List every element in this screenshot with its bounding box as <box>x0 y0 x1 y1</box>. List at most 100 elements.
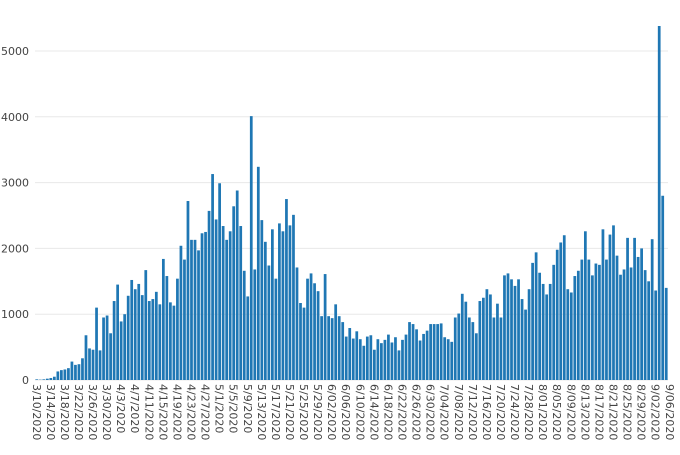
bar-day-88 <box>344 336 348 380</box>
bar-day-73 <box>292 214 295 380</box>
bar-day-156 <box>583 231 587 380</box>
bar-day-164 <box>612 225 615 380</box>
x-tick-label: 4/23/2020 <box>184 384 197 440</box>
bar-day-49 <box>207 210 211 380</box>
bar-day-165 <box>615 255 619 380</box>
bar-day-145 <box>545 294 549 380</box>
bar-day-80 <box>316 291 320 380</box>
x-tick-label: 6/10/2020 <box>353 384 366 440</box>
x-tick-label: 8/17/2020 <box>592 384 605 440</box>
bar-day-157 <box>587 259 591 380</box>
x-tick-label: 5/29/2020 <box>311 384 324 440</box>
bar-day-101 <box>390 342 394 380</box>
bar-day-2 <box>42 379 46 380</box>
bar-day-153 <box>573 276 577 380</box>
x-tick-label: 7/16/2020 <box>480 384 493 440</box>
bar-day-119 <box>453 317 457 380</box>
bar-day-9 <box>67 368 70 380</box>
bar-day-113 <box>432 324 436 380</box>
bar-day-84 <box>330 318 334 380</box>
bar-day-89 <box>348 328 352 380</box>
bar-day-68 <box>274 278 278 380</box>
bar-day-5 <box>52 376 56 380</box>
bar-day-27 <box>130 279 134 380</box>
bar-day-169 <box>629 267 633 380</box>
bar-day-154 <box>576 270 580 380</box>
bar-day-167 <box>622 269 626 380</box>
bar-day-48 <box>204 231 207 380</box>
bar-day-95 <box>369 335 373 380</box>
bar-day-36 <box>161 258 165 380</box>
bar-day-128 <box>485 289 489 380</box>
x-tick-label: 6/18/2020 <box>381 384 394 440</box>
bar-day-171 <box>636 256 640 380</box>
bar-day-146 <box>548 283 552 380</box>
bar-day-24 <box>119 321 123 380</box>
bar-day-121 <box>460 293 464 380</box>
x-tick-label: 8/05/2020 <box>550 384 563 440</box>
bar-day-41 <box>179 245 183 380</box>
bar-day-125 <box>474 333 478 380</box>
bar-day-22 <box>112 301 116 380</box>
bar-day-32 <box>147 301 151 380</box>
x-tick-label: 8/25/2020 <box>621 384 634 440</box>
bar-day-173 <box>643 270 647 380</box>
bar-day-155 <box>580 259 584 380</box>
bar-day-179 <box>664 287 668 380</box>
bar-day-99 <box>383 339 387 380</box>
bar-day-104 <box>401 339 404 380</box>
bar-day-124 <box>471 322 475 380</box>
bar-day-123 <box>467 317 471 380</box>
bar-day-144 <box>541 283 545 380</box>
bar-day-92 <box>358 339 362 380</box>
bar-day-137 <box>517 279 520 380</box>
x-tick-label: 4/15/2020 <box>156 384 169 440</box>
bar-day-129 <box>489 294 492 380</box>
bar-day-4 <box>49 378 53 380</box>
bar-day-76 <box>302 307 306 380</box>
x-tick-label: 5/25/2020 <box>297 384 310 440</box>
bar-day-115 <box>439 323 443 380</box>
bar-day-109 <box>418 340 422 380</box>
x-tick-label: 7/24/2020 <box>508 384 521 440</box>
bar-day-133 <box>503 275 506 380</box>
x-tick-label: 6/02/2020 <box>325 384 338 440</box>
bar-day-140 <box>527 289 531 380</box>
bar-day-28 <box>133 289 137 380</box>
bar-day-131 <box>496 303 499 380</box>
bar-day-65 <box>263 241 267 380</box>
bar-day-96 <box>372 349 376 380</box>
bar-day-103 <box>397 350 401 380</box>
bar-day-33 <box>151 299 155 380</box>
bar-day-57 <box>235 190 239 380</box>
bar-day-118 <box>450 341 454 380</box>
bar-day-143 <box>538 272 542 380</box>
bar-day-37 <box>165 276 169 380</box>
bar-day-66 <box>267 265 271 380</box>
bar-day-35 <box>158 304 162 380</box>
bar-day-21 <box>109 333 112 380</box>
x-tick-label: 3/26/2020 <box>86 384 99 440</box>
bar-day-42 <box>183 259 186 380</box>
bar-day-150 <box>562 235 566 380</box>
bar-day-50 <box>211 174 214 380</box>
bar-day-74 <box>295 267 299 380</box>
x-tick-label: 6/06/2020 <box>339 384 352 440</box>
bar-day-162 <box>605 259 608 380</box>
bar-day-141 <box>531 262 534 380</box>
bar-day-40 <box>176 278 179 380</box>
x-tick-label: 7/20/2020 <box>494 384 507 440</box>
x-tick-label: 8/21/2020 <box>606 384 619 440</box>
x-tick-label: 8/01/2020 <box>536 384 549 440</box>
bar-day-82 <box>323 274 327 380</box>
bar-day-51 <box>214 219 218 380</box>
bar-day-178 <box>661 195 665 380</box>
bar-day-0 <box>35 379 39 380</box>
bar-day-139 <box>524 309 527 380</box>
bar-day-152 <box>569 292 573 380</box>
bar-day-168 <box>626 237 629 380</box>
bar-day-127 <box>482 297 485 380</box>
bar-day-54 <box>225 239 229 380</box>
x-tick-label: 3/30/2020 <box>100 384 113 440</box>
